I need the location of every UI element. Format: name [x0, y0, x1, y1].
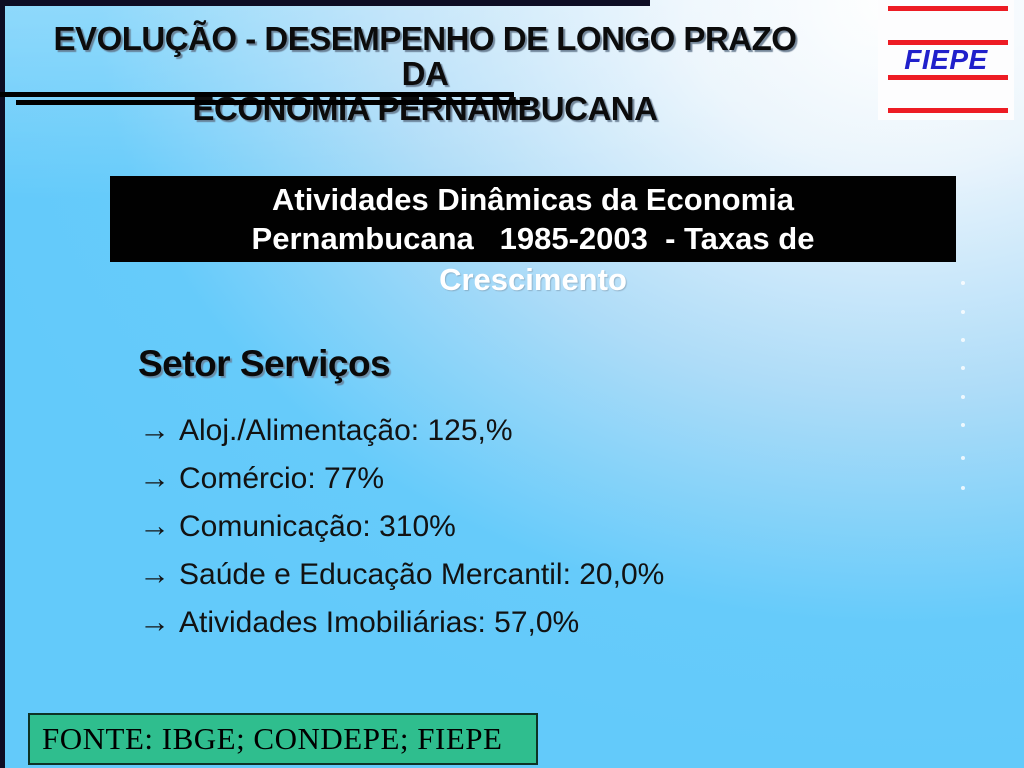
bullet-text: Comércio: 77%	[179, 462, 385, 495]
header-title-line-1: EVOLUÇÃO - DESEMPENHO DE LONGO PRAZO DA	[53, 20, 797, 92]
fiepe-logo: FIEPE	[878, 0, 1014, 120]
bullet-item: → Comércio: 77%	[139, 460, 664, 508]
arrow-right-icon: →	[139, 412, 170, 447]
slide-header-title: EVOLUÇÃO - DESEMPENHO DE LONGO PRAZO DA …	[40, 21, 810, 126]
bullet-list: → Aloj./Alimentação: 125,% → Comércio: 7…	[139, 412, 664, 652]
decor-dot	[961, 310, 965, 314]
bullet-item: → Saúde e Educação Mercantil: 20,0%	[139, 556, 664, 604]
top-frame-border	[0, 0, 650, 6]
decor-dot	[961, 486, 965, 490]
bullet-item: → Aloj./Alimentação: 125,%	[139, 412, 664, 460]
title-box-line-2: Pernambucana 1985-2003 - Taxas de	[251, 221, 815, 256]
bullet-text: Aloj./Alimentação: 125,%	[179, 414, 513, 447]
source-text: FONTE: IBGE; CONDEPE; FIEPE	[42, 721, 503, 756]
slide-title-box: Atividades Dinâmicas da Economia Pernamb…	[110, 176, 956, 262]
decor-dot	[961, 366, 965, 370]
bullet-text: Saúde e Educação Mercantil: 20,0%	[179, 558, 665, 591]
decor-dot	[961, 338, 965, 342]
header-underline-2	[16, 100, 530, 105]
bullet-text: Comunicação: 310%	[179, 510, 456, 543]
logo-red-bar-3	[888, 75, 1008, 80]
left-frame-border	[0, 0, 5, 768]
logo-red-bar-2	[888, 40, 1008, 45]
title-box-line-1: Atividades Dinâmicas da Economia	[271, 182, 794, 217]
source-box: FONTE: IBGE; CONDEPE; FIEPE	[28, 713, 538, 765]
decorative-dot-column	[960, 0, 966, 768]
decor-dot	[961, 456, 965, 460]
logo-red-bar-1	[888, 6, 1008, 11]
logo-red-bar-4	[888, 108, 1008, 113]
fiepe-logo-text: FIEPE	[904, 44, 988, 75]
arrow-right-icon: →	[139, 460, 170, 495]
decor-dot	[961, 281, 965, 285]
title-box-line-3: Crescimento	[439, 262, 627, 297]
decor-dot	[961, 395, 965, 399]
bullet-text: Atividades Imobiliárias: 57,0%	[179, 606, 580, 639]
header-underline-1	[0, 92, 514, 97]
bullet-item: → Atividades Imobiliárias: 57,0%	[139, 604, 664, 652]
arrow-right-icon: →	[139, 556, 170, 591]
decor-dot	[961, 423, 965, 427]
arrow-right-icon: →	[139, 508, 170, 543]
arrow-right-icon: →	[139, 604, 170, 639]
bullet-item: → Comunicação: 310%	[139, 508, 664, 556]
section-heading: Setor Serviços	[138, 343, 391, 384]
